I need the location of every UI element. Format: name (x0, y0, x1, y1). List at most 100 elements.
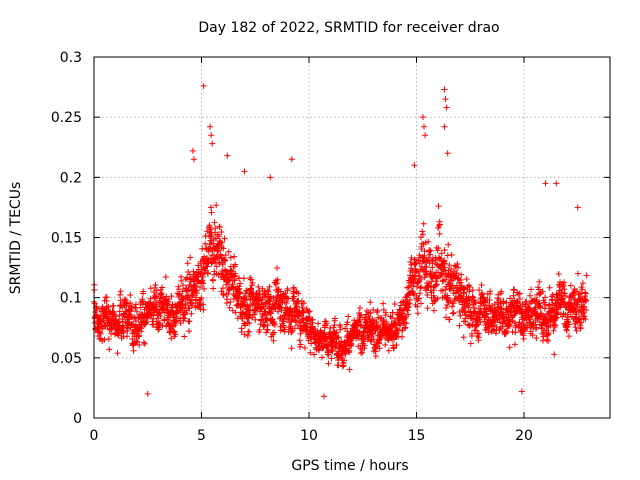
data-point (253, 289, 260, 296)
data-point (153, 293, 160, 300)
data-point (416, 295, 423, 302)
data-point (225, 290, 232, 297)
data-point (387, 313, 394, 320)
data-point (400, 298, 407, 305)
data-point (359, 349, 366, 356)
data-point (391, 301, 398, 308)
data-point (385, 347, 392, 354)
data-point (420, 220, 427, 227)
data-point (231, 276, 238, 283)
data-point (172, 331, 179, 338)
data-point (114, 350, 121, 357)
data-point (136, 332, 143, 339)
outlier-point (542, 180, 549, 187)
data-point (511, 341, 518, 348)
data-point (542, 294, 549, 301)
data-point (207, 226, 214, 233)
data-point (373, 309, 380, 316)
data-point (427, 247, 434, 254)
data-point (481, 298, 488, 305)
data-point (321, 329, 328, 336)
data-point (383, 318, 390, 325)
data-point (139, 296, 146, 303)
data-point (358, 312, 365, 319)
data-point (421, 248, 428, 255)
data-point (311, 351, 318, 358)
data-point (116, 312, 123, 319)
data-point (407, 258, 414, 265)
data-point (444, 252, 451, 259)
outlier-point (518, 388, 525, 395)
data-point (583, 307, 590, 314)
data-point (472, 299, 479, 306)
data-point (262, 290, 269, 297)
data-point (439, 270, 446, 277)
data-point (429, 260, 436, 267)
outlier-point (422, 132, 429, 139)
chart-grid (94, 57, 610, 418)
data-point (359, 332, 366, 339)
data-point (156, 319, 163, 326)
data-point (437, 255, 444, 262)
data-point (529, 332, 536, 339)
data-point (469, 287, 476, 294)
data-point (209, 276, 216, 283)
data-point (96, 329, 103, 336)
data-point (450, 309, 457, 316)
x-tick-label: 15 (408, 428, 426, 444)
data-point (503, 327, 510, 334)
data-point (277, 314, 284, 321)
y-tick-label: 0.25 (51, 110, 82, 126)
data-point (511, 319, 518, 326)
data-point (226, 304, 233, 311)
data-point (225, 248, 232, 255)
outlier-point (209, 140, 216, 147)
data-point (295, 290, 302, 297)
data-point (94, 306, 101, 313)
data-point (507, 295, 514, 302)
data-point (159, 322, 166, 329)
data-point (266, 283, 273, 290)
data-point (445, 241, 452, 248)
y-axis: 0 0.05 0.1 0.15 0.2 0.25 0.3 (51, 50, 610, 427)
data-point (299, 304, 306, 311)
data-point (406, 296, 413, 303)
data-point (563, 327, 570, 334)
data-point (478, 282, 485, 289)
data-point (186, 328, 193, 335)
x-tick-label: 20 (515, 428, 533, 444)
data-point (541, 305, 548, 312)
data-point (181, 333, 188, 340)
data-point (231, 253, 238, 260)
data-point (554, 291, 561, 298)
data-point (196, 302, 203, 309)
data-point (373, 318, 380, 325)
data-point (428, 278, 435, 285)
data-point (486, 297, 493, 304)
data-point (465, 304, 472, 311)
data-point (182, 302, 189, 309)
data-point (463, 276, 470, 283)
data-point (142, 319, 149, 326)
data-point (162, 274, 169, 281)
data-point (535, 286, 542, 293)
data-point (256, 326, 263, 333)
data-point (178, 277, 185, 284)
data-point (201, 285, 208, 292)
data-point (255, 283, 262, 290)
outlier-point (241, 168, 248, 175)
data-point (226, 277, 233, 284)
data-point (454, 275, 461, 282)
data-point (273, 280, 280, 287)
data-point (376, 345, 383, 352)
data-point (577, 325, 584, 332)
data-point (380, 300, 387, 307)
data-point (187, 254, 194, 261)
data-point (130, 340, 137, 347)
data-point (545, 337, 552, 344)
data-point (180, 282, 187, 289)
data-point (219, 261, 226, 268)
data-point (511, 297, 518, 304)
data-point (224, 296, 231, 303)
data-point (301, 344, 308, 351)
